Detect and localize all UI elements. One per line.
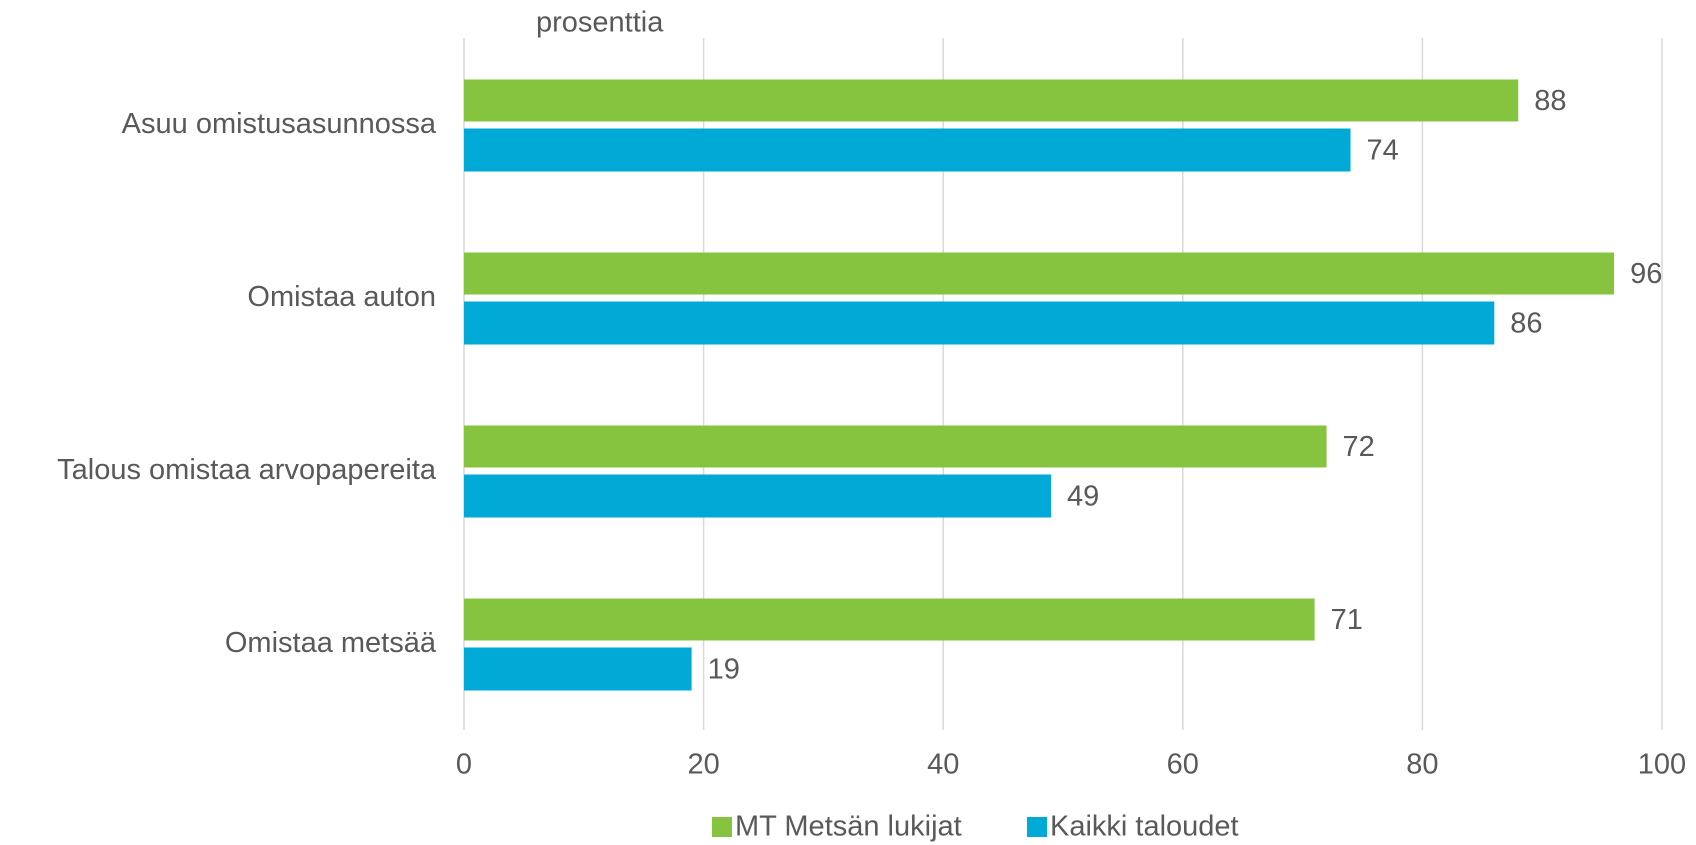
bar — [464, 598, 1315, 641]
x-tick-label: 100 — [1638, 749, 1686, 781]
y-tick-label: Omistaa metsää — [225, 627, 437, 659]
x-tick-label: 0 — [456, 749, 472, 781]
bar — [464, 301, 1495, 345]
legend-swatch — [1027, 817, 1047, 837]
x-tick-label: 20 — [687, 749, 719, 781]
data-label: 86 — [1510, 308, 1542, 340]
bar — [464, 79, 1519, 122]
x-tick-label: 60 — [1167, 749, 1199, 781]
axis-unit-label: prosenttia — [536, 7, 664, 39]
data-label: 49 — [1067, 481, 1099, 513]
data-label: 96 — [1630, 258, 1662, 290]
data-label: 71 — [1331, 604, 1363, 636]
x-tick-label: 80 — [1406, 749, 1438, 781]
bar — [464, 128, 1351, 172]
legend-label: Kaikki taloudet — [1050, 811, 1239, 843]
legend-label: MT Metsän lukijat — [735, 811, 962, 843]
bar — [464, 425, 1327, 468]
legend-swatch — [712, 817, 732, 837]
data-label: 88 — [1534, 85, 1566, 117]
bar — [464, 252, 1615, 295]
data-label: 19 — [708, 654, 740, 686]
x-tick-label: 40 — [927, 749, 959, 781]
bar — [464, 647, 692, 691]
bar — [464, 474, 1052, 518]
y-tick-label: Asuu omistusasunnossa — [122, 108, 437, 140]
data-label: 72 — [1343, 431, 1375, 463]
data-label: 74 — [1367, 135, 1399, 167]
y-tick-label: Talous omistaa arvopapereita — [57, 454, 437, 486]
y-tick-label: Omistaa auton — [247, 281, 436, 313]
